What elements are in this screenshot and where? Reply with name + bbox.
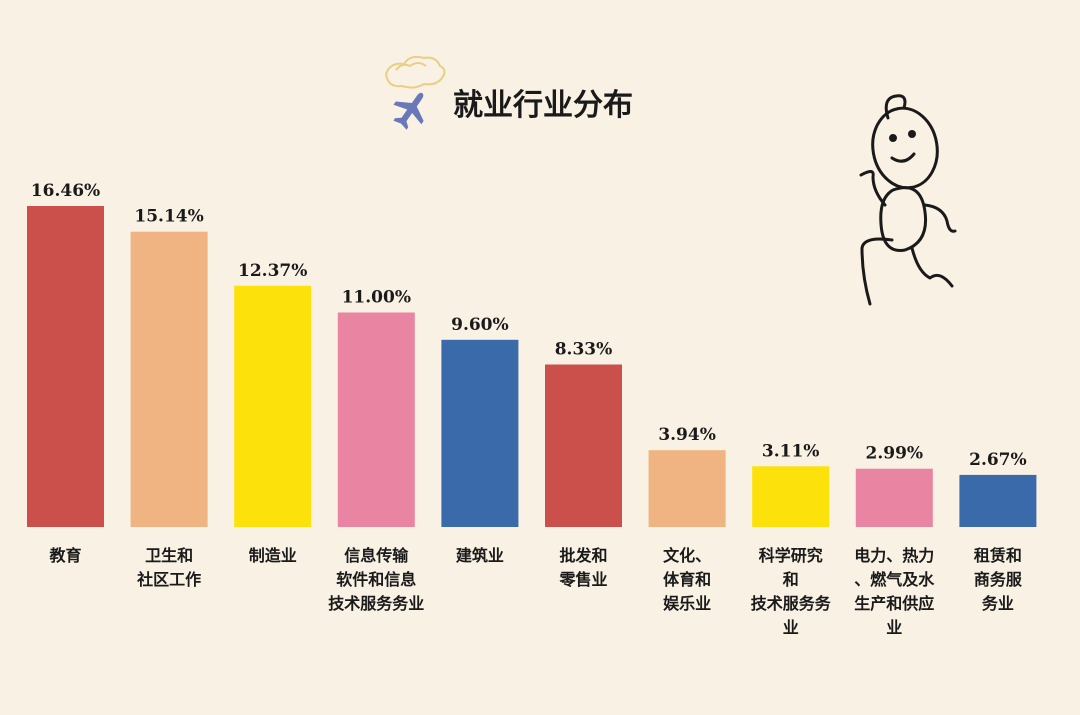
value-label-8: 3.11% [762,441,820,461]
bar-1 [27,206,104,527]
value-label-6: 8.33% [555,340,613,360]
category-label-4-line-3: 技术服务务业 [328,594,424,613]
value-label-10: 2.67% [969,450,1027,470]
category-label-2-line-1: 卫生和 [145,546,193,565]
category-label-4-line-1: 信息传输 [344,546,409,565]
category-label-6-line-1: 批发和 [559,546,607,565]
value-label-7: 3.94% [658,425,716,445]
category-label-10-line-3: 务业 [982,594,1014,613]
value-label-4: 11.00% [342,288,411,308]
category-label-9-line-3: 生产和供应 [854,594,934,613]
category-label-10-line-2: 商务服 [974,570,1023,589]
value-label-5: 9.60% [451,315,509,335]
value-label-3: 12.37% [238,261,307,281]
category-label-1-line-1: 教育 [49,546,81,565]
bar-10 [959,474,1037,527]
bar-5 [441,339,519,527]
bar-9 [855,468,933,527]
category-label-4-line-2: 软件和信息 [336,570,416,589]
category-label-6-line-2: 零售业 [558,570,607,589]
category-label-9-line-4: 业 [886,618,902,637]
bar-2 [130,231,208,527]
category-label-10-line-1: 租赁和 [974,546,1022,565]
category-label-8-line-1: 科学研究 [759,546,823,565]
chart-title: 就业行业分布 [453,88,633,123]
bar-6 [545,364,622,527]
bars-layer [27,206,1037,527]
value-label-2: 15.14% [134,207,203,227]
value-label-9: 2.99% [866,444,924,464]
category-label-9-line-2: 、燃气及水 [854,570,935,589]
bar-7 [648,450,726,527]
category-label-7-line-1: 文化、 [663,546,711,565]
category-label-8-line-2: 和 [783,570,799,589]
bar-3 [234,285,312,527]
category-label-3-line-1: 制造业 [249,546,297,565]
running-stick-figure-icon [859,94,957,306]
category-label-8-line-4: 业 [783,618,799,637]
category-label-2-line-2: 社区工作 [136,570,201,589]
category-label-8-line-3: 技术服务务 [751,594,832,613]
cloud-icon [384,55,446,89]
category-label-7-line-3: 娱乐业 [663,594,711,613]
category-label-9-line-1: 电力、热力 [854,546,934,565]
airplane-icon [393,92,424,130]
category-label-7-line-2: 体育和 [663,570,711,589]
category-label-5-line-1: 建筑业 [456,546,504,565]
bar-8 [752,466,830,527]
value-label-1: 16.46% [31,181,100,201]
bar-4 [337,312,415,527]
value-labels-layer: 16.46% 15.14% 12.37% 11.00% 9.60% 8.33% 3.94% 3… [31,181,1027,470]
